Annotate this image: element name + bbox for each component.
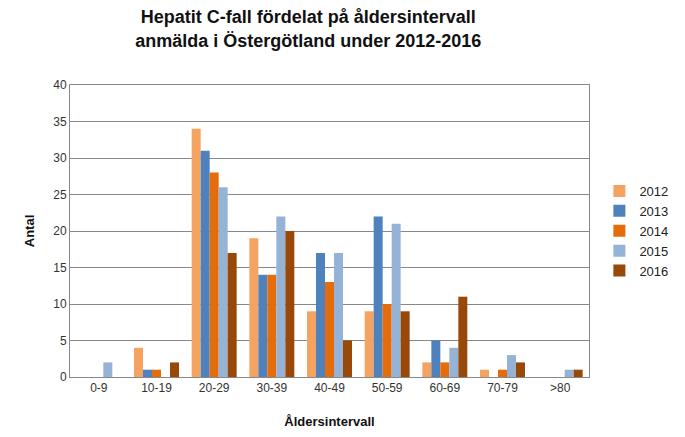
svg-text:Antal: Antal bbox=[22, 215, 37, 248]
svg-text:60-69: 60-69 bbox=[429, 381, 460, 395]
svg-text:70-79: 70-79 bbox=[487, 381, 518, 395]
svg-text:30: 30 bbox=[53, 151, 67, 165]
svg-text:10: 10 bbox=[53, 297, 67, 311]
svg-text:15: 15 bbox=[53, 261, 67, 275]
svg-text:2014: 2014 bbox=[639, 224, 668, 239]
svg-text:0: 0 bbox=[60, 370, 67, 384]
svg-text:25: 25 bbox=[53, 188, 67, 202]
svg-text:2015: 2015 bbox=[639, 244, 668, 259]
svg-text:2013: 2013 bbox=[639, 204, 668, 219]
svg-text:Hepatit C-fall fördelat på åld: Hepatit C-fall fördelat på åldersinterva… bbox=[135, 7, 481, 50]
svg-text:30-39: 30-39 bbox=[256, 381, 287, 395]
svg-text:40: 40 bbox=[53, 78, 67, 92]
svg-text:40-49: 40-49 bbox=[314, 381, 345, 395]
svg-text:20: 20 bbox=[53, 224, 67, 238]
svg-text:0-9: 0-9 bbox=[90, 381, 108, 395]
svg-text:Åldersintervall: Åldersintervall bbox=[284, 414, 374, 429]
svg-text:10-19: 10-19 bbox=[141, 381, 172, 395]
svg-text:35: 35 bbox=[53, 115, 67, 129]
svg-text:50-59: 50-59 bbox=[372, 381, 403, 395]
svg-text:2016: 2016 bbox=[639, 264, 668, 279]
svg-text:2012: 2012 bbox=[639, 184, 668, 199]
svg-text:20-29: 20-29 bbox=[199, 381, 230, 395]
svg-text:5: 5 bbox=[60, 334, 67, 348]
svg-text:>80: >80 bbox=[550, 381, 571, 395]
